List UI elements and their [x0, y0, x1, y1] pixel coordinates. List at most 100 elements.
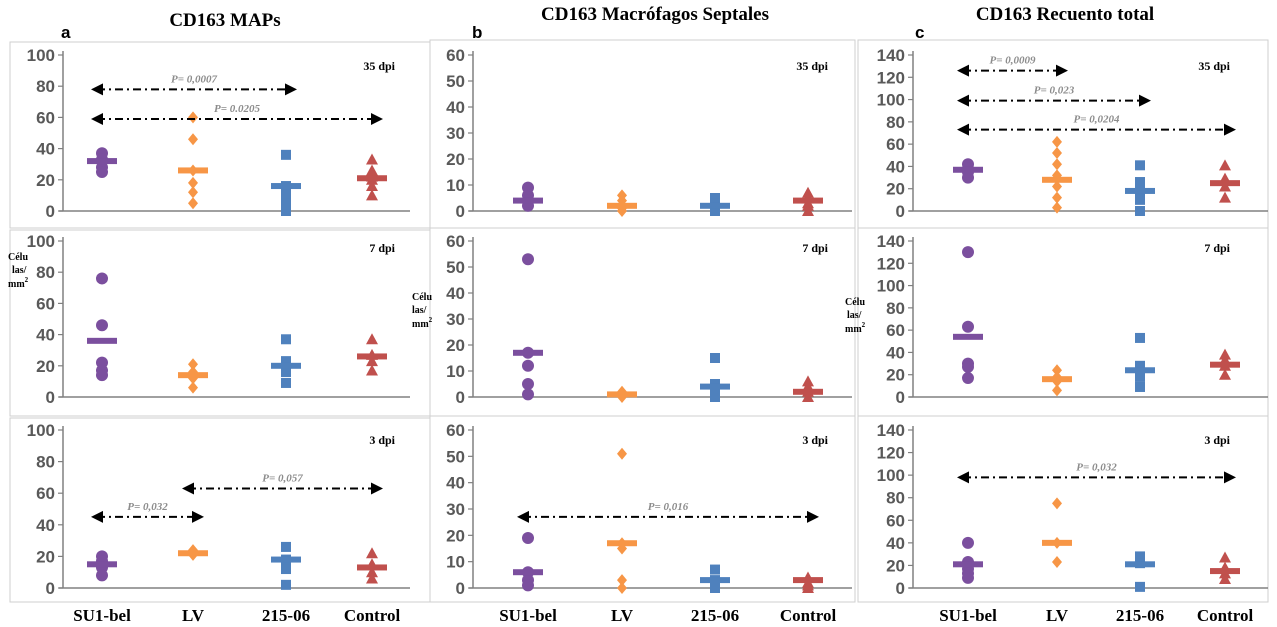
x-category-label: Control — [780, 606, 837, 625]
y-tick-label: 20 — [446, 526, 465, 545]
column-title-b: CD163 Macrófagos Septales — [541, 4, 769, 25]
arrow-head-right — [371, 482, 383, 495]
data-point — [366, 333, 378, 345]
data-point — [1135, 551, 1145, 562]
data-point — [1219, 159, 1231, 171]
y-tick-label: 60 — [886, 135, 905, 154]
y-tick-label: 80 — [886, 299, 905, 318]
arrow-head-right — [807, 510, 819, 523]
y-unit-line-2: las/ — [12, 265, 27, 276]
mean-bar — [607, 391, 637, 398]
data-point — [1135, 371, 1145, 382]
arrow-head-left — [957, 94, 969, 107]
data-point — [96, 369, 108, 382]
mean-bar — [357, 353, 387, 360]
x-category-label: LV — [182, 606, 205, 625]
y-tick-label: 20 — [36, 171, 55, 190]
panel-frames — [9, 39, 1269, 603]
data-point — [1135, 160, 1145, 171]
p-value-label: P= 0,016 — [648, 501, 689, 513]
y-unit-sup: 2 — [25, 276, 29, 284]
y-tick-label: 50 — [446, 447, 465, 466]
y-tick-label: 40 — [886, 534, 905, 553]
data-point — [1135, 360, 1145, 371]
data-point — [1052, 135, 1062, 148]
mean-bar — [271, 362, 301, 369]
data-point — [188, 197, 198, 210]
x-category-label: 215-06 — [691, 606, 739, 625]
y-tick-label: 80 — [36, 453, 55, 472]
data-point — [281, 206, 291, 216]
p-value-label: P= 0.0205 — [214, 103, 260, 115]
y-tick-label: 40 — [36, 326, 55, 345]
data-point — [281, 198, 291, 209]
data-point — [281, 367, 291, 378]
arrow-head-left — [91, 510, 103, 523]
p-value-label: P= 0,032 — [127, 501, 168, 513]
data-point — [366, 153, 378, 165]
data-point — [188, 176, 198, 189]
mean-bar — [271, 556, 301, 563]
y-tick-label: 0 — [896, 388, 905, 407]
y-tick-label: 40 — [36, 516, 55, 535]
y-tick-label: 30 — [446, 310, 465, 329]
data-point — [96, 272, 108, 285]
data-point — [281, 188, 291, 199]
data-point — [617, 447, 627, 460]
data-point — [281, 377, 291, 388]
p-value-label: P= 0,057 — [262, 472, 303, 484]
data-point — [1135, 381, 1145, 392]
data-point — [188, 381, 198, 394]
y-tick-label: 20 — [36, 357, 55, 376]
y-tick-label: 60 — [446, 421, 465, 440]
mean-bar — [87, 337, 117, 344]
panel-c-3-dpi: 0 20 40 60 80 100 120 140 3 dpi P= 0,032 SU1-bel LV… — [877, 421, 1268, 625]
arrow-head-left — [517, 510, 529, 523]
mean-bar — [607, 202, 637, 209]
mean-bar — [953, 333, 983, 340]
data-point — [1052, 201, 1062, 214]
data-point — [1135, 194, 1145, 205]
data-point — [802, 582, 814, 593]
data-point — [281, 356, 291, 367]
y-tick-label: 40 — [886, 157, 905, 176]
y-tick-label: 60 — [886, 321, 905, 340]
data-point — [366, 180, 378, 192]
y-tick-label: 100 — [877, 91, 905, 110]
y-tick-label: 30 — [446, 500, 465, 519]
y-tick-label: 20 — [886, 556, 905, 575]
y-tick-label: 60 — [886, 511, 905, 530]
data-point — [710, 583, 720, 593]
arrow-head-right — [192, 510, 204, 523]
data-point — [366, 355, 378, 367]
dpi-label: 35 dpi — [363, 59, 395, 73]
panel-c-7-dpi: 0 20 40 60 80 100 120 140 7 dpi — [877, 232, 1268, 407]
mean-bar — [953, 561, 983, 568]
mean-bar — [1042, 376, 1072, 383]
y-tick-label: 0 — [896, 579, 905, 598]
data-point — [522, 359, 534, 372]
data-point — [802, 205, 814, 216]
data-point — [962, 320, 974, 333]
data-point — [188, 133, 198, 146]
dpi-label: 3 dpi — [1204, 433, 1230, 447]
y-unit-line-3: mm2 — [845, 321, 866, 335]
data-point — [962, 372, 974, 385]
arrow-head-right — [285, 83, 297, 96]
data-point — [710, 392, 720, 402]
y-tick-label: 50 — [446, 72, 465, 91]
mean-bar — [793, 388, 823, 395]
data-point — [96, 166, 108, 178]
mean-bar — [1210, 568, 1240, 575]
y-tick-label: 0 — [46, 388, 55, 407]
x-category-label: 215-06 — [262, 606, 310, 625]
arrow-head-right — [1224, 471, 1236, 484]
data-point — [522, 388, 534, 401]
mean-bar — [700, 202, 730, 209]
mean-bar — [607, 540, 637, 547]
x-category-label: SU1-bel — [499, 606, 557, 625]
y-unit-mm: mm — [845, 324, 862, 335]
data-point — [188, 358, 198, 371]
x-category-label: SU1-bel — [939, 606, 997, 625]
